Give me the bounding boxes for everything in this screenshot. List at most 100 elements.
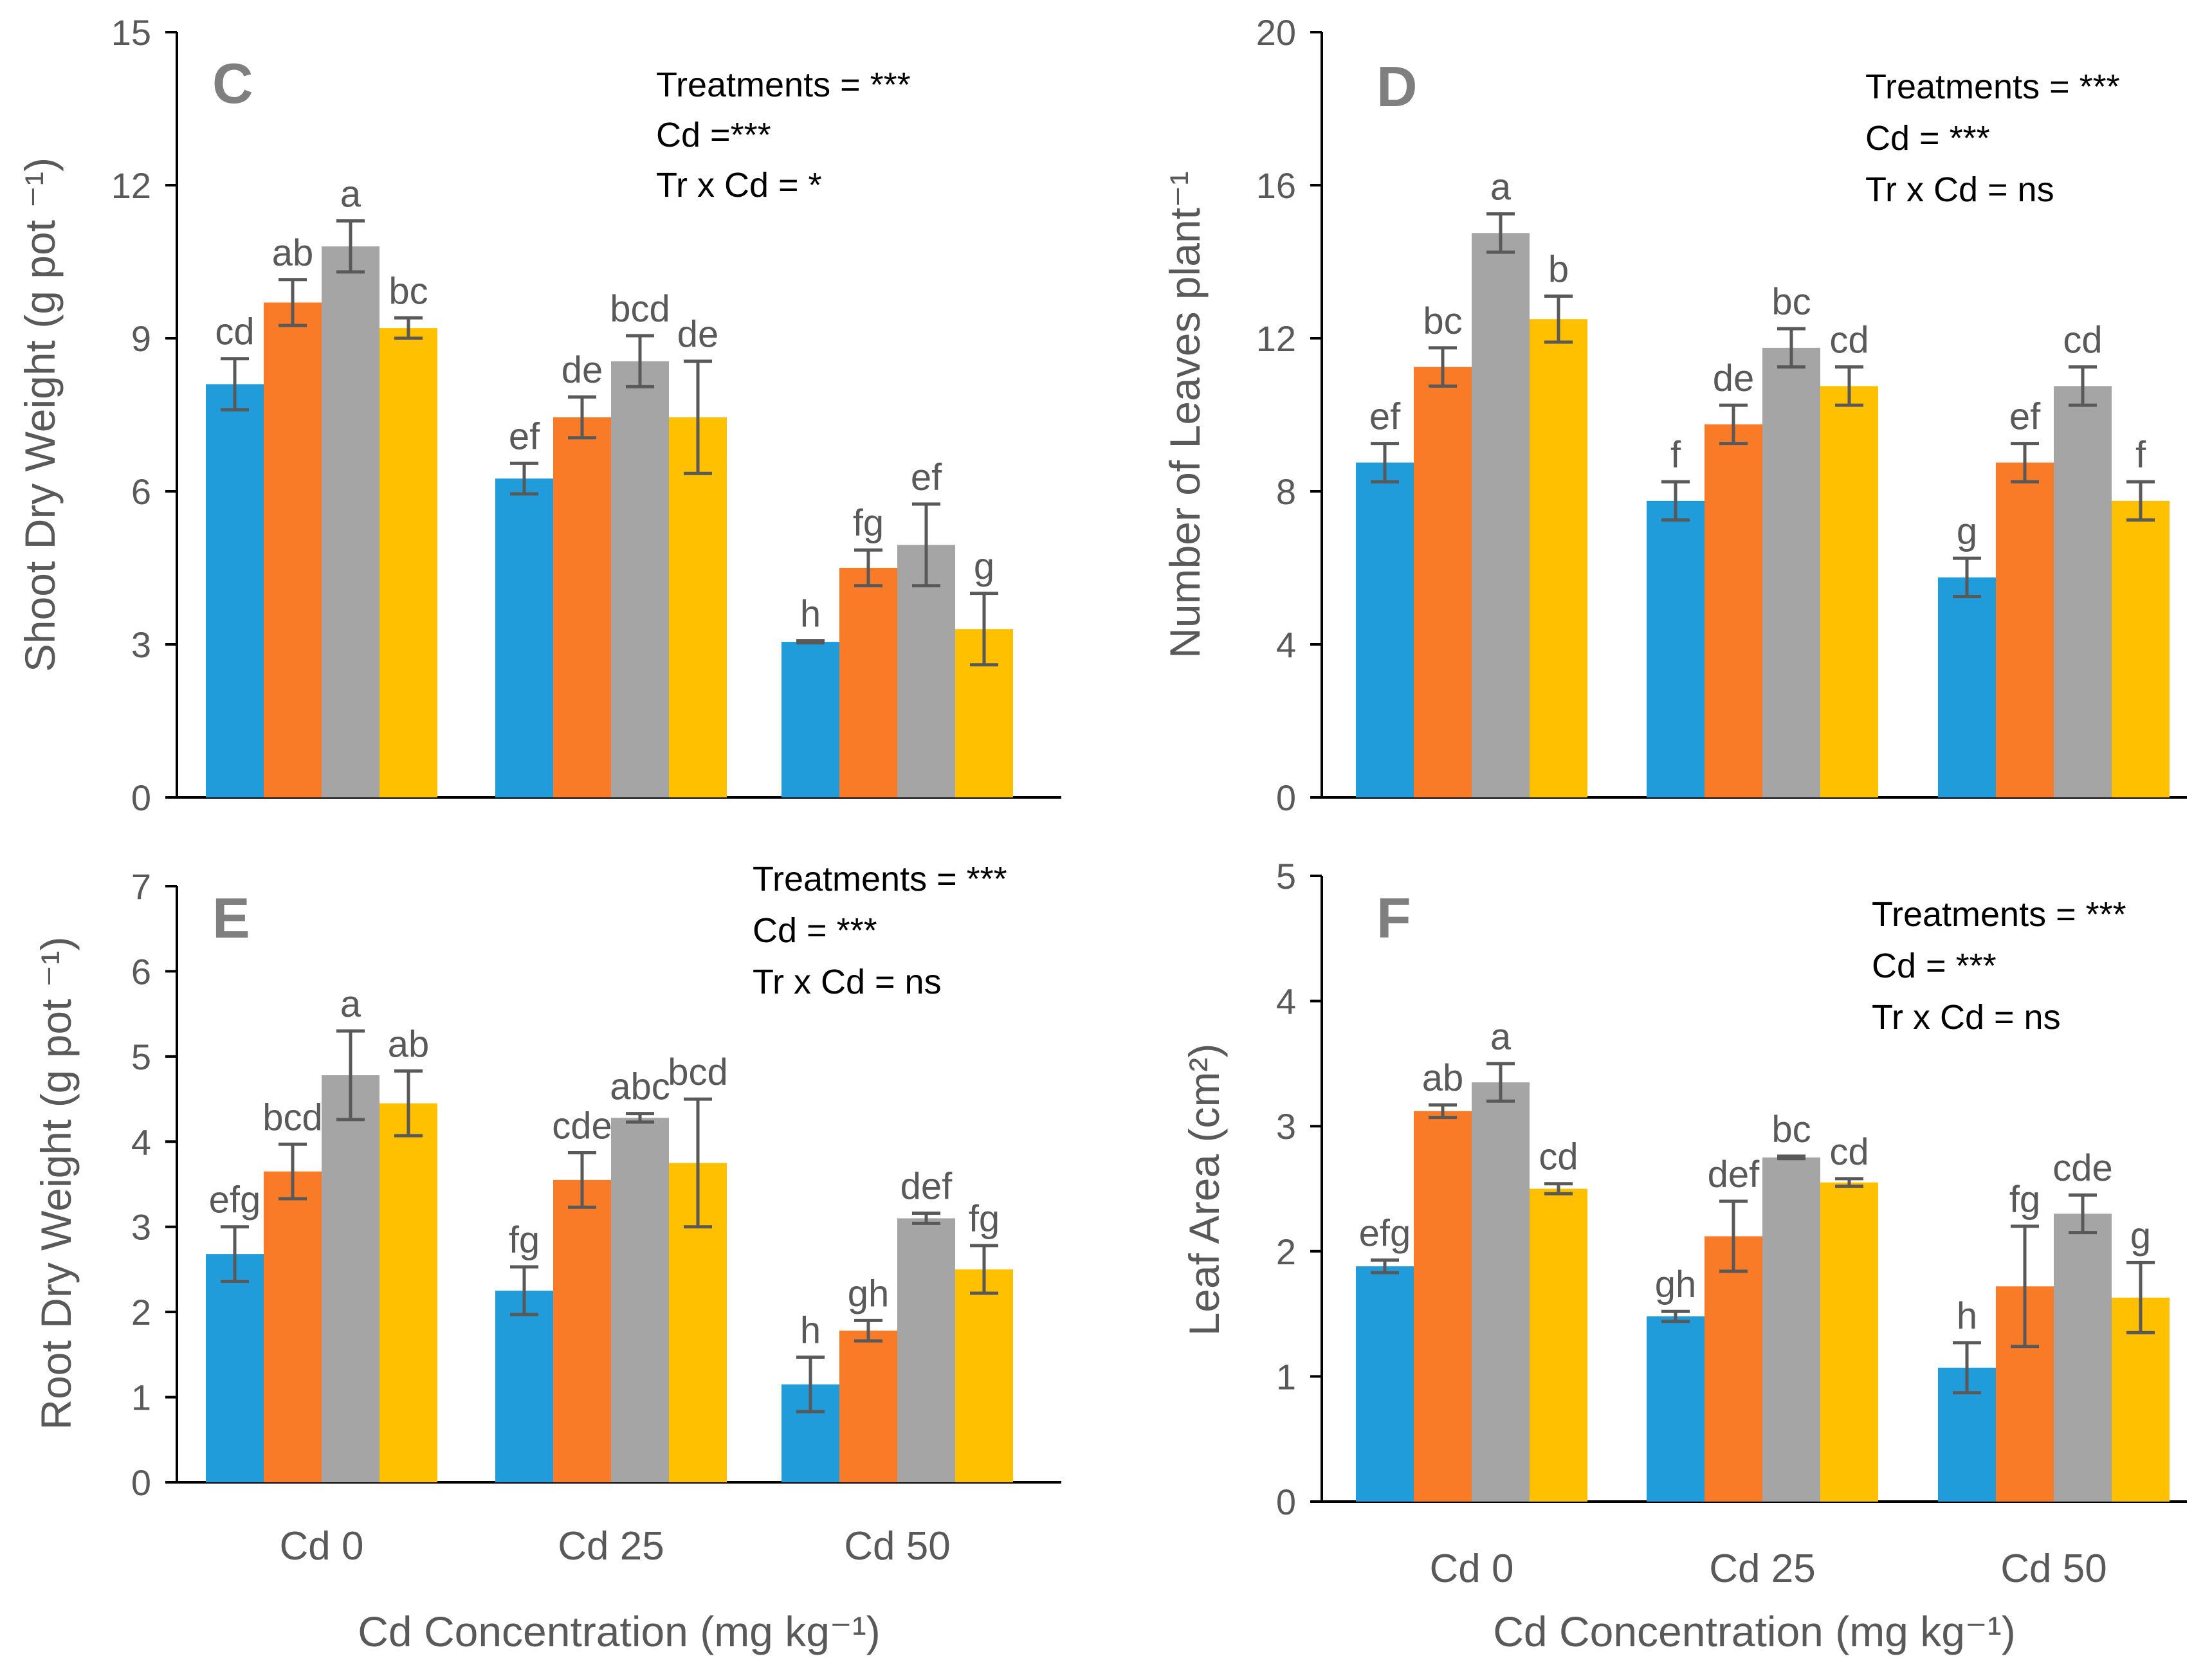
significance-letter: bc	[1771, 1109, 1811, 1150]
significance-letter: bcd	[610, 288, 670, 330]
stat-annotation: Tr x Cd = ns	[753, 963, 942, 1001]
bar	[1414, 1111, 1472, 1502]
significance-letter: cd	[1829, 320, 1869, 361]
y-tick-label: 9	[131, 318, 151, 359]
bar	[955, 1269, 1013, 1482]
significance-letter: ef	[509, 415, 540, 457]
significance-letter: fg	[509, 1219, 540, 1261]
bar	[2112, 500, 2170, 797]
bar	[611, 1118, 669, 1482]
y-tick-label: 1	[131, 1377, 151, 1418]
y-tick-label: 6	[131, 471, 151, 512]
bar	[1647, 500, 1705, 797]
y-tick-label: 2	[1276, 1231, 1296, 1272]
significance-letter: abc	[610, 1066, 670, 1108]
x-category-label: Cd 50	[844, 1524, 950, 1568]
y-tick-label: 6	[131, 951, 151, 992]
bar	[264, 1171, 322, 1482]
stat-annotation: Tr x Cd = ns	[1865, 170, 2054, 209]
y-tick-label: 16	[1256, 165, 1296, 206]
y-tick-label: 15	[111, 12, 151, 53]
y-tick-label: 4	[1276, 981, 1296, 1022]
y-tick-label: 1	[1276, 1356, 1296, 1397]
bar	[1705, 1236, 1762, 1502]
significance-letter: g	[2130, 1215, 2151, 1257]
chart-panel-e: 0 1 2 3 4 5 6 7 efg fg h bcd cde gh a abc def ab bcd fg E Tre…	[32, 860, 1061, 1655]
bar	[495, 478, 553, 797]
significance-letter: bc	[1771, 281, 1811, 323]
x-category-label: Cd 0	[1430, 1547, 1514, 1591]
significance-letter: a	[1490, 1016, 1512, 1058]
x-category-label: Cd 50	[2000, 1547, 2107, 1591]
significance-letter: def	[1708, 1154, 1760, 1195]
significance-letter: fg	[969, 1198, 1000, 1240]
significance-letter: gh	[848, 1273, 890, 1314]
y-axis-label: Root Dry Weight (g pot ⁻¹)	[32, 936, 80, 1430]
y-axis-label: Leaf Area (cm²)	[1180, 1044, 1228, 1336]
bar	[379, 328, 437, 798]
x-category-label: Cd 25	[558, 1524, 664, 1568]
bar	[1820, 1182, 1878, 1502]
y-tick-label: 0	[131, 777, 151, 818]
bar	[264, 302, 322, 797]
bar	[1938, 577, 1996, 797]
significance-letter: fg	[853, 502, 884, 544]
significance-letter: de	[677, 314, 719, 356]
bar	[669, 417, 727, 797]
bar	[1820, 386, 1878, 797]
stat-annotation: Cd = ***	[753, 911, 877, 950]
bar	[1530, 1188, 1587, 1502]
x-axis-label: Cd Concentration (mg kg⁻¹)	[358, 1608, 880, 1655]
bar	[1414, 367, 1472, 797]
significance-letter: h	[800, 1309, 821, 1351]
panel-letter: C	[212, 51, 253, 115]
significance-letter: de	[562, 349, 603, 391]
significance-letter: cd	[1539, 1136, 1578, 1178]
y-tick-label: 8	[1276, 471, 1296, 512]
significance-letter: cde	[552, 1105, 612, 1147]
bar	[495, 1291, 553, 1482]
chart-panel-c: 0 3 6 9 12 15 cd ef h ab de fg a bcd ef bc de g C Treatment…	[16, 12, 1061, 818]
y-tick-label: 4	[131, 1122, 151, 1162]
significance-letter: ef	[911, 457, 942, 498]
significance-letter: efg	[209, 1179, 261, 1221]
significance-letter: f	[1670, 434, 1681, 476]
significance-letter: bc	[388, 270, 428, 312]
bar	[1356, 1266, 1414, 1502]
y-axis-label: Number of Leaves plant⁻¹	[1161, 171, 1209, 659]
stat-annotation: Cd = ***	[1872, 947, 1997, 985]
significance-letter: bcd	[262, 1096, 323, 1138]
significance-letter: g	[974, 546, 994, 588]
y-tick-label: 3	[131, 1207, 151, 1248]
y-tick-label: 0	[131, 1462, 151, 1503]
y-tick-label: 12	[1256, 318, 1296, 359]
y-tick-label: 5	[131, 1037, 151, 1077]
bar	[1762, 1157, 1820, 1502]
significance-letter: ef	[1369, 396, 1401, 438]
y-axis-label: Shoot Dry Weight (g pot ⁻¹)	[16, 158, 64, 672]
significance-letter: fg	[2009, 1179, 2040, 1221]
stat-annotation: Treatments = ***	[1865, 68, 2120, 106]
bar	[611, 361, 669, 797]
panel-letter: E	[212, 886, 250, 950]
y-tick-label: 5	[1276, 856, 1296, 896]
bar	[206, 384, 264, 797]
y-tick-label: 20	[1256, 12, 1296, 53]
bar	[553, 1179, 611, 1482]
bar	[1356, 462, 1414, 797]
x-category-label: Cd 25	[1709, 1547, 1815, 1591]
y-tick-label: 0	[1276, 1482, 1296, 1522]
y-tick-label: 4	[1276, 624, 1296, 665]
y-tick-label: 0	[1276, 777, 1296, 818]
stat-annotation: Cd = ***	[1865, 119, 1990, 158]
significance-letter: cd	[2063, 320, 2102, 361]
y-tick-label: 3	[1276, 1106, 1296, 1147]
chart-panel-f: 0 1 2 3 4 5 efg gh h ab def fg a bc cde cd cd g F Treatment…	[1180, 856, 2187, 1655]
bar	[782, 642, 839, 797]
panel-letter: D	[1376, 55, 1418, 118]
bar	[206, 1254, 264, 1482]
stat-annotation: Treatments = ***	[753, 860, 1007, 898]
bar	[839, 568, 897, 797]
y-tick-label: 12	[111, 165, 151, 206]
bar	[1762, 347, 1820, 797]
